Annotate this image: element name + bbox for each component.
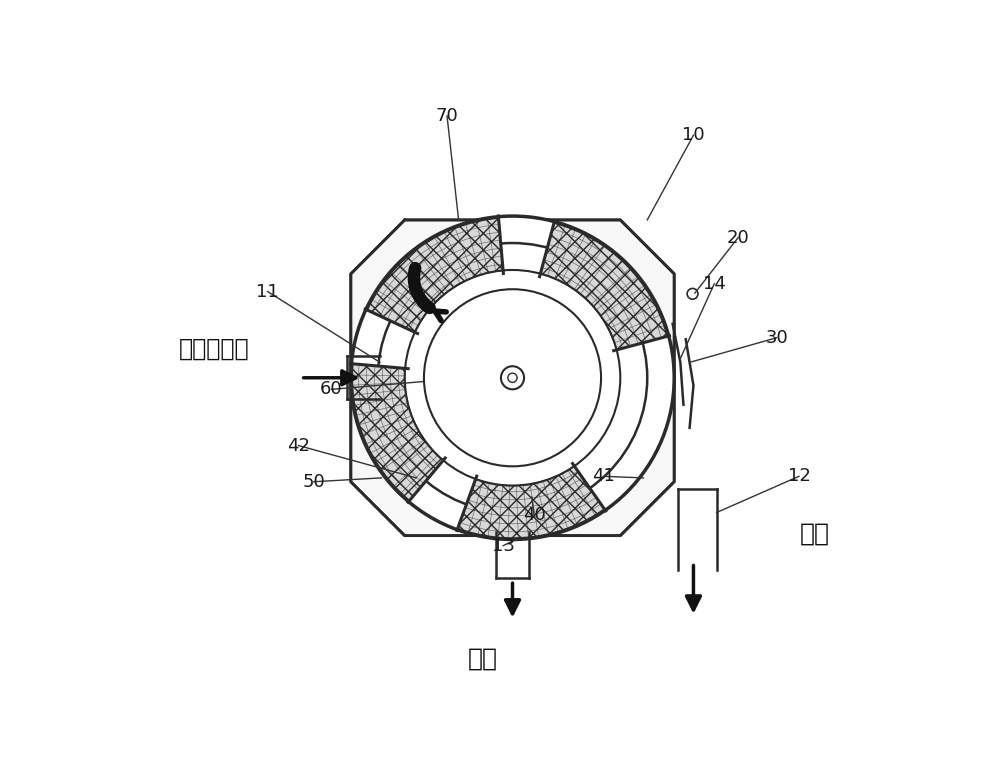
Wedge shape xyxy=(367,218,503,332)
Text: 70: 70 xyxy=(436,107,458,125)
Text: 42: 42 xyxy=(287,437,310,454)
Wedge shape xyxy=(540,223,667,350)
Circle shape xyxy=(378,243,647,512)
Wedge shape xyxy=(458,466,604,538)
Text: 磁粉: 磁粉 xyxy=(799,522,829,546)
Text: 50: 50 xyxy=(302,473,325,491)
Text: 41: 41 xyxy=(592,467,615,485)
Text: 含磁粉污泥: 含磁粉污泥 xyxy=(179,337,250,361)
Polygon shape xyxy=(351,220,674,536)
Circle shape xyxy=(687,289,698,300)
Text: 11: 11 xyxy=(256,283,279,300)
Text: 30: 30 xyxy=(765,329,788,347)
Text: 污泥: 污泥 xyxy=(468,647,498,671)
Circle shape xyxy=(508,373,517,382)
Text: 12: 12 xyxy=(788,467,810,485)
Text: 20: 20 xyxy=(727,228,749,247)
Circle shape xyxy=(501,366,524,389)
Text: 14: 14 xyxy=(703,275,726,293)
Wedge shape xyxy=(352,364,443,501)
Circle shape xyxy=(351,216,674,539)
Text: 60: 60 xyxy=(320,380,343,399)
Text: 40: 40 xyxy=(523,506,545,524)
Text: 10: 10 xyxy=(682,126,705,144)
Text: 13: 13 xyxy=(492,536,515,555)
